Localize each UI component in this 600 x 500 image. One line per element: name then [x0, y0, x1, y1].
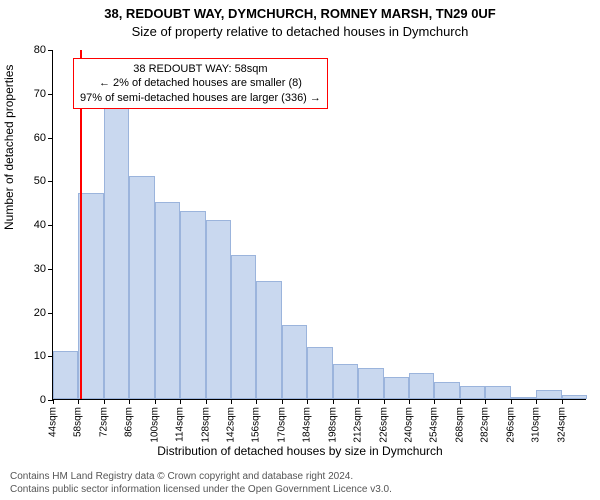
x-tick-label: 142sqm — [226, 407, 237, 443]
x-tick — [104, 399, 105, 404]
x-tick-label: 254sqm — [429, 407, 440, 443]
y-tick — [48, 50, 53, 51]
x-tick-label: 268sqm — [454, 407, 465, 443]
x-tick — [307, 399, 308, 404]
histogram-bar — [434, 382, 459, 400]
histogram-bar — [307, 347, 332, 400]
x-tick — [460, 399, 461, 404]
y-tick-label: 10 — [16, 350, 46, 362]
y-tick-label: 40 — [16, 219, 46, 231]
histogram-bar — [129, 176, 154, 399]
histogram-bar — [384, 377, 409, 399]
y-tick-label: 30 — [16, 263, 46, 275]
x-tick — [434, 399, 435, 404]
x-tick — [256, 399, 257, 404]
x-tick-label: 240sqm — [404, 407, 415, 443]
attribution-line-1: Contains HM Land Registry data © Crown c… — [10, 471, 392, 484]
x-tick — [409, 399, 410, 404]
x-tick-label: 226sqm — [378, 407, 389, 443]
x-tick — [384, 399, 385, 404]
chart-title-sub: Size of property relative to detached ho… — [0, 24, 600, 39]
histogram-bar — [409, 373, 434, 399]
x-tick — [536, 399, 537, 404]
chart-title-main: 38, REDOUBT WAY, DYMCHURCH, ROMNEY MARSH… — [0, 6, 600, 21]
x-tick — [333, 399, 334, 404]
y-tick-label: 50 — [16, 175, 46, 187]
x-tick-label: 58sqm — [73, 407, 84, 437]
x-tick-label: 198sqm — [327, 407, 338, 443]
x-tick — [129, 399, 130, 404]
histogram-bar — [155, 202, 180, 399]
histogram-bar — [511, 397, 536, 399]
y-tick — [48, 313, 53, 314]
attribution-line-2: Contains public sector information licen… — [10, 484, 392, 497]
x-tick-label: 184sqm — [302, 407, 313, 443]
x-tick — [231, 399, 232, 404]
x-tick — [511, 399, 512, 404]
x-tick-label: 86sqm — [124, 407, 135, 437]
histogram-bar — [231, 255, 256, 399]
histogram-bar — [485, 386, 510, 399]
histogram-bar — [206, 220, 231, 399]
x-tick — [78, 399, 79, 404]
x-tick-label: 114sqm — [175, 407, 186, 442]
histogram-bar — [180, 211, 205, 399]
x-tick-label: 156sqm — [251, 407, 262, 443]
x-tick — [206, 399, 207, 404]
histogram-bar — [53, 351, 78, 399]
y-tick-label: 80 — [16, 44, 46, 56]
annotation-line: 38 REDOUBT WAY: 58sqm — [80, 62, 321, 76]
x-tick — [358, 399, 359, 404]
y-tick-label: 60 — [16, 132, 46, 144]
x-tick-label: 282sqm — [480, 407, 491, 443]
histogram-bar — [78, 193, 103, 399]
x-tick — [180, 399, 181, 404]
histogram-bar — [460, 386, 485, 399]
x-tick-label: 212sqm — [353, 407, 364, 443]
y-tick — [48, 225, 53, 226]
x-tick-label: 100sqm — [149, 407, 160, 443]
histogram-bar — [562, 395, 587, 399]
histogram-bar — [282, 325, 307, 399]
plot-area: 0102030405060708044sqm58sqm72sqm86sqm100… — [52, 50, 586, 400]
y-axis-label: Number of detached properties — [2, 65, 16, 230]
x-tick-label: 44sqm — [48, 407, 59, 437]
x-tick — [485, 399, 486, 404]
x-tick — [562, 399, 563, 404]
histogram-bar — [358, 368, 383, 399]
x-tick-label: 128sqm — [200, 407, 211, 443]
annotation-line: ← 2% of detached houses are smaller (8) — [80, 76, 321, 90]
annotation-line: 97% of semi-detached houses are larger (… — [80, 91, 321, 105]
y-tick — [48, 181, 53, 182]
x-tick — [53, 399, 54, 404]
annotation-box: 38 REDOUBT WAY: 58sqm← 2% of detached ho… — [73, 58, 328, 109]
x-tick-label: 170sqm — [276, 407, 287, 443]
x-tick — [155, 399, 156, 404]
y-tick-label: 20 — [16, 307, 46, 319]
attribution-text: Contains HM Land Registry data © Crown c… — [10, 471, 392, 496]
x-tick — [282, 399, 283, 404]
x-tick-label: 296sqm — [505, 407, 516, 443]
y-tick-label: 70 — [16, 88, 46, 100]
histogram-bar — [536, 390, 561, 399]
histogram-bar — [256, 281, 281, 399]
x-axis-label: Distribution of detached houses by size … — [0, 444, 600, 458]
histogram-bar — [104, 106, 129, 399]
y-tick-label: 0 — [16, 394, 46, 406]
y-tick — [48, 138, 53, 139]
y-tick — [48, 94, 53, 95]
x-tick-label: 324sqm — [556, 407, 567, 443]
x-tick-label: 72sqm — [98, 407, 109, 437]
histogram-bar — [333, 364, 358, 399]
x-tick-label: 310sqm — [531, 407, 542, 443]
y-tick — [48, 269, 53, 270]
